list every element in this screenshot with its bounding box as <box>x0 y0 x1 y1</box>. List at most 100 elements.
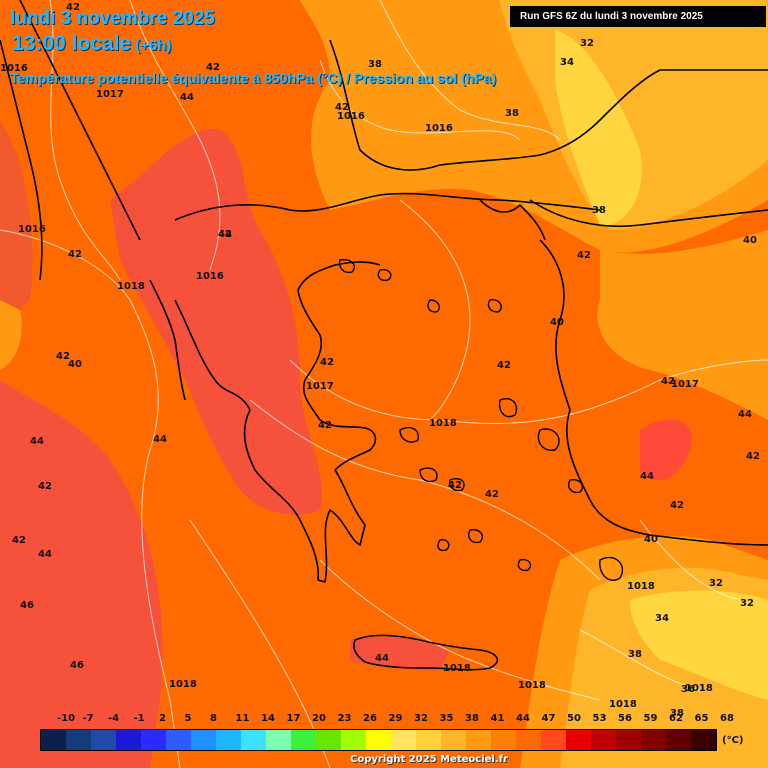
coastlines <box>0 0 768 671</box>
coolest-zone-southeast <box>630 590 768 700</box>
legend-tick: 53 <box>592 713 607 724</box>
turkish-coast <box>529 199 768 546</box>
pressure-label: 1017 <box>306 381 334 392</box>
legend-tick: -1 <box>133 713 145 724</box>
color-swatch <box>566 730 591 750</box>
color-swatch <box>591 730 616 750</box>
time-label: 13:00 locale <box>12 32 132 55</box>
color-swatch <box>291 730 316 750</box>
temp-label: 42 <box>218 229 232 240</box>
color-swatch <box>191 730 216 750</box>
temp-label: 40 <box>743 235 757 246</box>
legend-tick: 11 <box>235 713 250 724</box>
color-swatch <box>491 730 516 750</box>
marmara-coast <box>479 199 546 241</box>
copyright: Copyright 2025 Meteociel.fr <box>350 754 508 765</box>
legend-tick: 47 <box>541 713 556 724</box>
temp-label: 44 <box>153 434 167 445</box>
pressure-label: 1016 <box>0 63 28 74</box>
temp-label: 44 <box>38 549 52 560</box>
temp-label: 44 <box>218 229 232 240</box>
pressure-label: 1016 <box>337 111 365 122</box>
temp-label: 38 <box>505 108 519 119</box>
color-swatch <box>666 730 691 750</box>
temp-label: 40 <box>550 317 564 328</box>
temp-label: 42 <box>320 357 334 368</box>
temp-label: 44 <box>375 653 389 664</box>
parameter-title: Température potentielle équivalente à 85… <box>10 70 497 86</box>
pressure-label: 1017 <box>96 89 124 100</box>
legend-tick: -7 <box>82 713 94 724</box>
temp-label: 42 <box>38 481 52 492</box>
temp-label: 42 <box>661 376 675 387</box>
color-swatch <box>91 730 116 750</box>
temp-label: 34 <box>655 613 669 624</box>
legend-tick: 2 <box>159 713 166 724</box>
color-swatch <box>441 730 466 750</box>
legend-tick: -4 <box>108 713 120 724</box>
pressure-label: 1018 <box>609 699 637 710</box>
temp-label: 38 <box>368 59 382 70</box>
temp-label: 42 <box>66 2 80 13</box>
color-swatch <box>391 730 416 750</box>
legend-tick: -10 <box>57 713 76 724</box>
legend-ticks: -10 -7 -4 -1 2 5 8 11 14 17 20 23 26 29 32 35 38 41 44 47 50… <box>40 713 740 727</box>
cool-zone-far-west <box>0 300 22 370</box>
temp-label: 34 <box>560 57 574 68</box>
color-swatch <box>416 730 441 750</box>
legend-tick: 32 <box>414 713 428 724</box>
temp-label: 42 <box>318 420 332 431</box>
greek-mainland-coast <box>174 261 381 583</box>
run-info: Run GFS 6Z du lundi 3 novembre 2025 <box>510 6 766 27</box>
warm-zone-west-upper <box>0 120 33 330</box>
temp-label: 42 <box>335 102 349 113</box>
temp-label: 38 <box>670 708 684 719</box>
legend-tick: 59 <box>643 713 658 724</box>
legend-tick: 65 <box>694 713 709 724</box>
temp-label: 32 <box>709 578 723 589</box>
color-swatch <box>141 730 166 750</box>
color-swatch <box>316 730 341 750</box>
temp-label: 44 <box>30 436 44 447</box>
legend-unit: (°C) <box>722 735 744 746</box>
color-swatch <box>166 730 191 750</box>
pressure-labels: 1016 1017 1016 1016 1016 1016 1018 1017 … <box>0 63 713 710</box>
color-swatch <box>266 730 291 750</box>
pressure-label: 1018 <box>117 281 145 292</box>
color-scale <box>40 729 717 751</box>
temp-label: 42 <box>206 62 220 73</box>
temp-label: 40 <box>68 359 82 370</box>
temp-label: 32 <box>580 38 594 49</box>
cool-zone-east <box>597 230 768 420</box>
hot-patch-crete <box>350 635 450 671</box>
temp-label: 36 <box>681 684 695 695</box>
legend-tick: 38 <box>465 713 479 724</box>
legend-tick: 29 <box>388 713 403 724</box>
legend-tick: 44 <box>516 713 530 724</box>
pressure-label: 1017 <box>671 379 699 390</box>
temp-label: 44 <box>180 92 194 103</box>
legend-tick: 56 <box>618 713 632 724</box>
crete-coast <box>353 634 499 671</box>
legend-tick: 26 <box>363 713 377 724</box>
legend-tick: 5 <box>184 713 192 724</box>
temp-label: 42 <box>670 500 684 511</box>
coolest-zone-northeast <box>555 30 642 226</box>
legend-tick: 14 <box>261 713 275 724</box>
legend-tick: 23 <box>337 713 352 724</box>
pressure-label: 1016 <box>196 271 224 282</box>
temperature-labels: 42 42 44 42 38 32 34 42 42 38 38 44 42 4… <box>12 2 760 719</box>
pressure-label: 1018 <box>518 680 546 691</box>
pressure-label: 1018 <box>685 683 713 694</box>
temp-label: 42 <box>56 351 70 362</box>
temp-label: 42 <box>448 480 462 491</box>
color-swatch <box>116 730 141 750</box>
color-swatch <box>66 730 91 750</box>
date-title: lundi 3 novembre 2025 <box>10 8 215 29</box>
legend-tick: 62 <box>669 713 683 724</box>
legend-tick: 8 <box>210 713 217 724</box>
pressure-label: 1018 <box>443 663 471 674</box>
color-swatch <box>241 730 266 750</box>
